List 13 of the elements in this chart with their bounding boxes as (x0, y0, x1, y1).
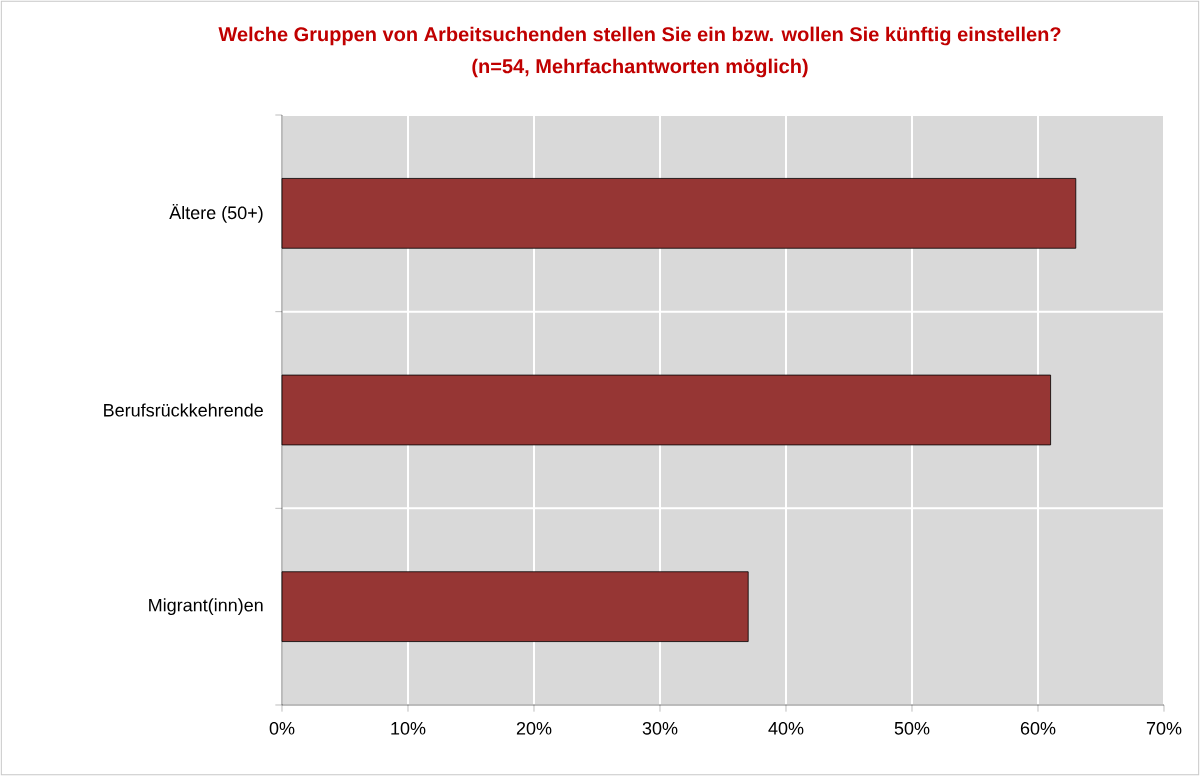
x-tick-label: 60% (1020, 721, 1056, 735)
x-tick-label: 20% (516, 721, 552, 735)
y-tick-label: Migrant(inn)en (149, 598, 263, 616)
y-tick-label: Ältere (50+) (169, 203, 263, 223)
x-tick-label: 10% (391, 721, 426, 735)
y-tick-label: Berufsrückkehrende (104, 403, 263, 417)
x-tick-label: 30% (642, 721, 678, 735)
x-tick-label: 50% (894, 721, 930, 735)
x-tick-label: 40% (768, 721, 804, 735)
x-tick-label: 70% (1146, 721, 1182, 735)
chart-title: Welche Gruppen von Arbeitsuchenden stellen Sie ein bzw. wollen Sie künftig einstellen? (218, 26, 1061, 46)
x-tick-label: 0% (269, 721, 295, 735)
chart-subtitle: (n=54, Mehrfachantworten möglich) (472, 58, 808, 78)
